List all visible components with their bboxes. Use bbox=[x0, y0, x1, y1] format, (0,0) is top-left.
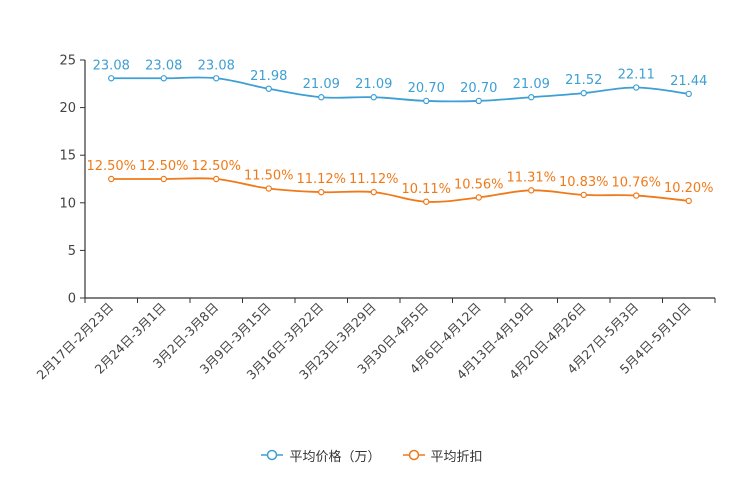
chart-axes: 05101520252月17日-2月23日2月24日-3月1日3月2日-3月8日… bbox=[33, 54, 716, 382]
series-0-data-label: 20.70 bbox=[408, 81, 445, 96]
series-1-point bbox=[265, 185, 272, 192]
y-tick-label: 10 bbox=[59, 196, 76, 211]
series-0-point bbox=[108, 75, 115, 82]
series-0-data-label: 21.09 bbox=[303, 77, 340, 92]
chart-lines bbox=[111, 76, 689, 203]
series-0-data-label: 23.08 bbox=[145, 58, 182, 73]
series-0-point bbox=[423, 97, 430, 105]
series-0-data-label: 23.08 bbox=[198, 58, 235, 73]
series-1-data-label: 10.76% bbox=[611, 176, 661, 191]
y-tick-label: 25 bbox=[59, 54, 76, 69]
series-1-point bbox=[685, 197, 692, 205]
series-1-point bbox=[423, 198, 430, 205]
series-1-point bbox=[160, 175, 167, 183]
series-line-1 bbox=[111, 177, 689, 203]
series-0-data-label: 21.52 bbox=[565, 73, 602, 88]
series-1-point bbox=[318, 188, 325, 196]
legend-price-line-icon bbox=[261, 449, 284, 461]
series-1-data-label: 11.12% bbox=[349, 172, 399, 187]
series-0-point bbox=[213, 75, 220, 82]
series-1-point bbox=[580, 191, 587, 199]
series-line-0 bbox=[111, 76, 689, 103]
chart-legend: 平均价格（万） 平均折扣 bbox=[0, 443, 744, 467]
series-1-data-label: 11.50% bbox=[244, 169, 294, 184]
series-0-point bbox=[633, 84, 640, 91]
series-1-data-label: 10.83% bbox=[559, 175, 609, 190]
series-1-point bbox=[528, 187, 535, 194]
series-0-data-label: 21.09 bbox=[355, 77, 392, 92]
y-tick-label: 5 bbox=[68, 244, 76, 259]
series-1-point bbox=[633, 192, 640, 199]
legend-item-price[interactable]: 平均价格（万） bbox=[261, 446, 381, 465]
series-1-data-label: 12.50% bbox=[86, 159, 136, 174]
legend-item-discount[interactable]: 平均折扣 bbox=[402, 446, 483, 465]
legend-discount-line-icon bbox=[402, 449, 425, 461]
series-1-point bbox=[213, 175, 220, 183]
series-1-data-label: 12.50% bbox=[139, 159, 189, 174]
series-0-data-label: 21.09 bbox=[513, 77, 550, 92]
series-0-data-label: 21.44 bbox=[670, 74, 707, 89]
y-tick-label: 0 bbox=[68, 292, 76, 307]
series-1-data-label: 11.31% bbox=[506, 170, 556, 185]
legend-discount-label: 平均折扣 bbox=[430, 449, 483, 465]
series-1-data-label: 12.50% bbox=[191, 159, 241, 174]
series-0-point bbox=[528, 94, 535, 101]
series-1-point bbox=[108, 175, 115, 183]
chart-data-labels: 23.08 23.08 23.08 21.98 21.09 21.09 20.70 20.70… bbox=[86, 58, 713, 196]
series-1-data-label: 11.12% bbox=[296, 172, 346, 187]
series-1-point bbox=[370, 188, 377, 196]
series-0-data-label: 21.98 bbox=[250, 69, 287, 84]
series-0-point bbox=[160, 75, 167, 82]
legend-price-label: 平均价格（万） bbox=[289, 449, 381, 465]
series-0-data-label: 23.08 bbox=[93, 58, 130, 73]
y-tick-label: 15 bbox=[59, 149, 76, 164]
y-tick-label: 20 bbox=[59, 101, 76, 116]
series-1-data-label: 10.20% bbox=[664, 181, 714, 196]
chart-points bbox=[108, 75, 692, 205]
series-0-point bbox=[265, 85, 272, 92]
series-0-point bbox=[475, 97, 482, 105]
series-0-point bbox=[685, 90, 692, 98]
series-1-point bbox=[475, 194, 482, 201]
series-0-point bbox=[370, 94, 377, 101]
series-0-data-label: 22.11 bbox=[618, 68, 655, 83]
series-1-data-label: 10.11% bbox=[401, 182, 451, 197]
series-0-point bbox=[318, 94, 325, 101]
series-0-data-label: 20.70 bbox=[460, 81, 497, 96]
series-1-data-label: 10.56% bbox=[454, 177, 504, 192]
series-0-point bbox=[580, 89, 587, 97]
